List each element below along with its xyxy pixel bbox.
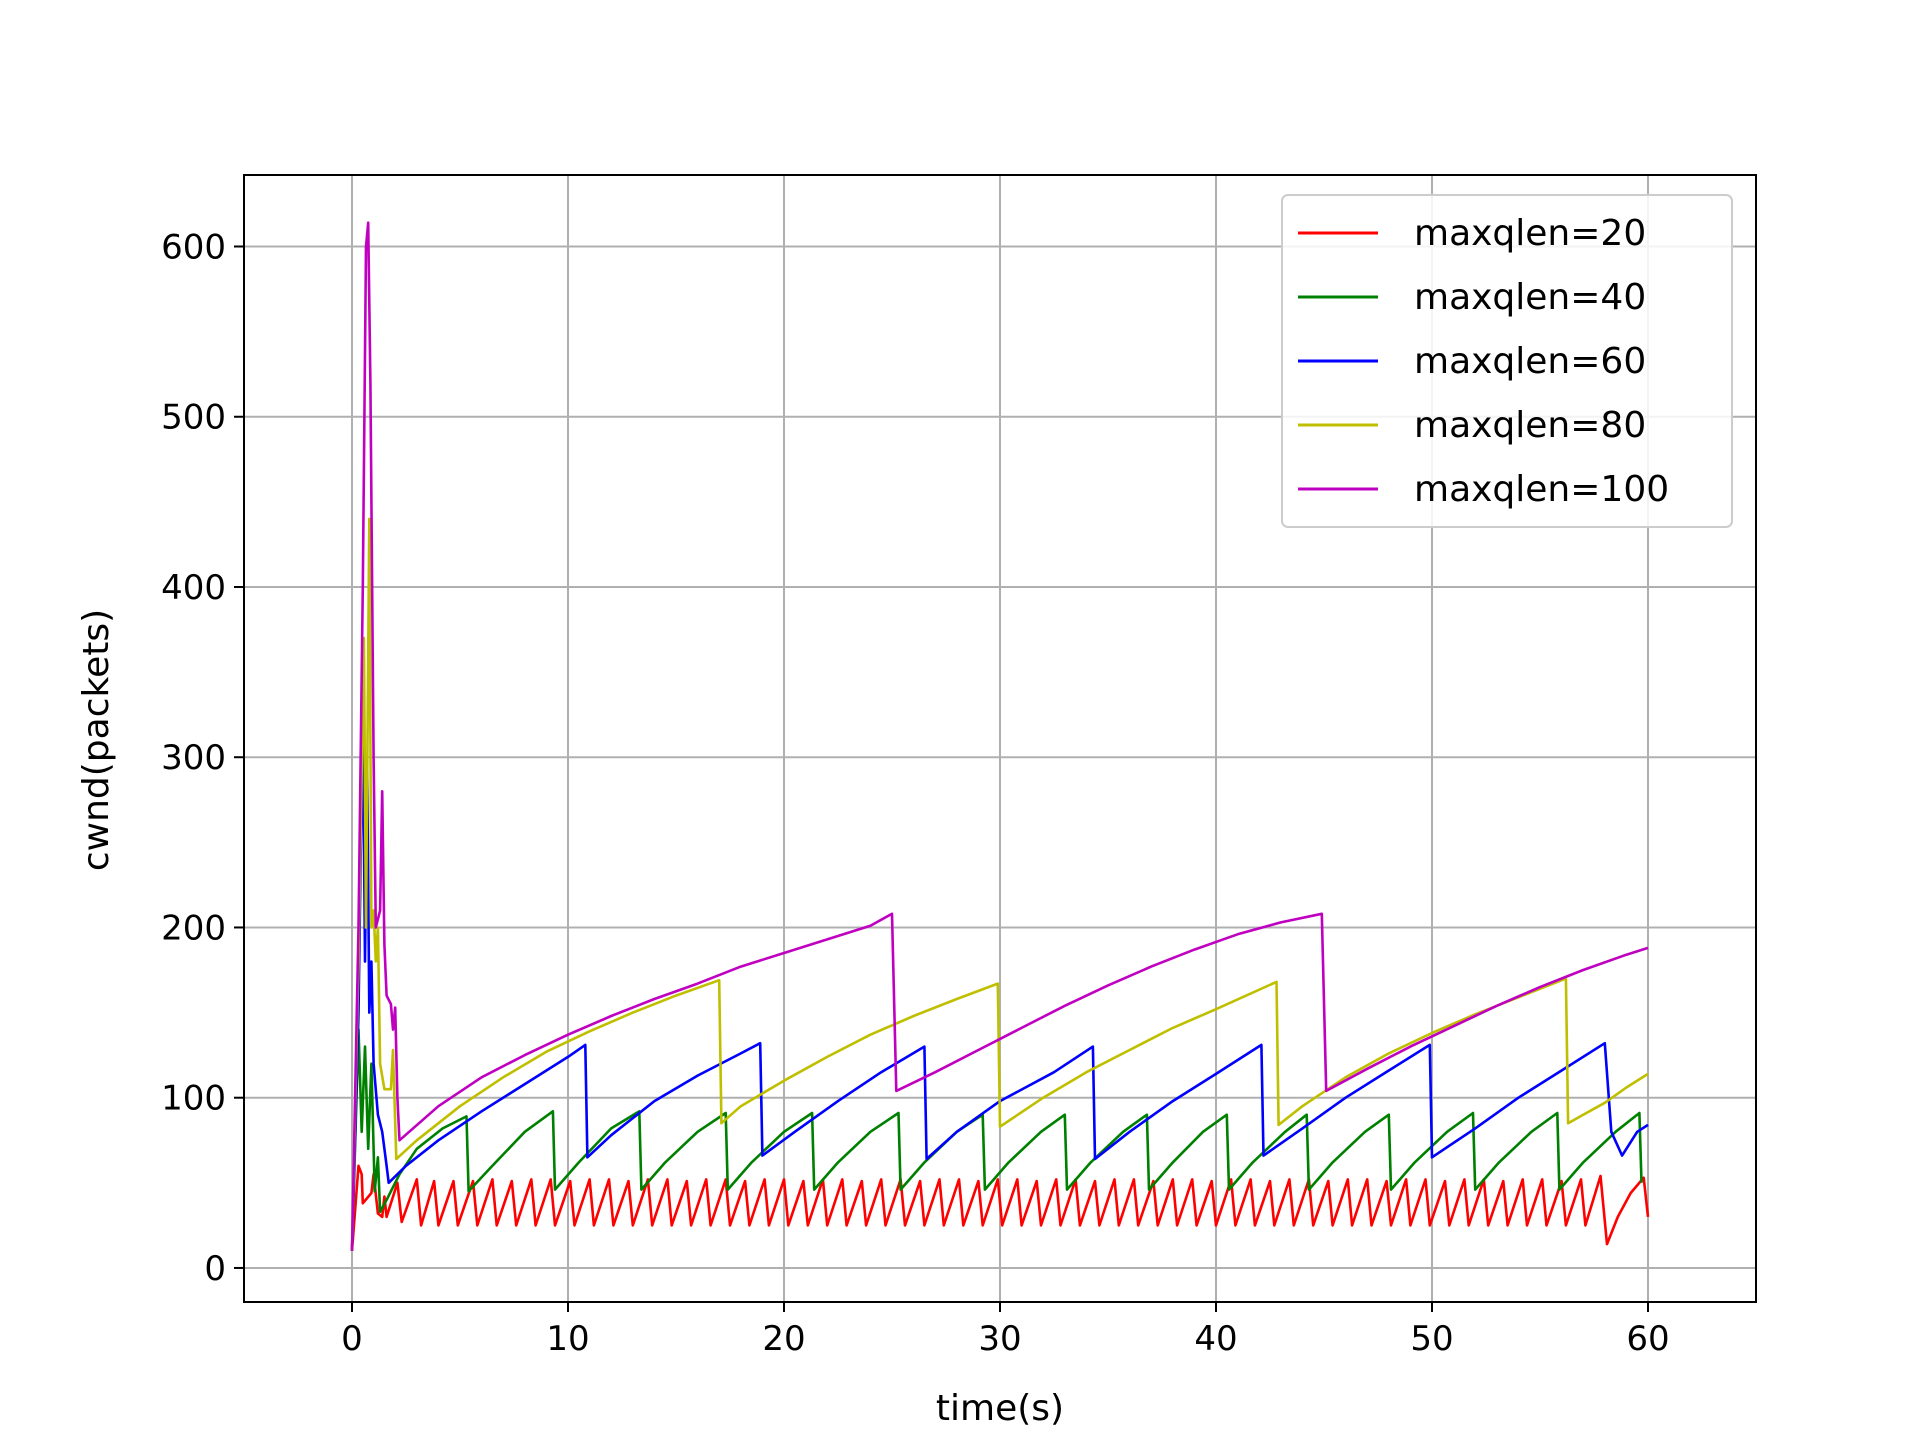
legend-label: maxqlen=60: [1414, 341, 1646, 382]
series-line-5: [350, 221, 1649, 1251]
legend-label: maxqlen=80: [1414, 405, 1646, 446]
plot-series: [350, 221, 1650, 1251]
legend-label: maxqlen=100: [1414, 469, 1669, 510]
series-line-2: [350, 1028, 1643, 1251]
x-tick-label: 0: [341, 1319, 363, 1359]
x-axis-ticks: 0 10 20 30 40 50 60: [341, 1302, 1670, 1359]
legend-label: maxqlen=40: [1414, 277, 1646, 318]
x-tick-label: 10: [546, 1319, 589, 1359]
x-tick-label: 20: [762, 1319, 805, 1359]
y-tick-label: 200: [161, 908, 226, 948]
y-axis-label: cwnd(packets): [76, 609, 117, 871]
x-tick-label: 50: [1410, 1319, 1453, 1359]
legend: maxqlen=20 maxqlen=40 maxqlen=60 maxqlen=80…: [1281, 194, 1733, 528]
legend-box: [1281, 194, 1733, 528]
x-tick-label: 60: [1626, 1319, 1669, 1359]
y-tick-label: 0: [204, 1249, 226, 1289]
y-tick-label: 400: [161, 568, 226, 608]
y-tick-label: 100: [161, 1079, 226, 1119]
x-tick-label: 30: [978, 1319, 1021, 1359]
legend-label: maxqlen=20: [1414, 213, 1646, 254]
series-line-1: [350, 1164, 1650, 1251]
series-line-4: [350, 517, 1649, 1251]
y-tick-label: 300: [161, 738, 226, 778]
series-line-3: [350, 704, 1649, 1251]
x-axis-label: time(s): [936, 1388, 1064, 1429]
x-tick-label: 40: [1194, 1319, 1237, 1359]
y-axis-ticks: 0 100 200 300 400 500 600: [161, 228, 244, 1289]
y-tick-label: 600: [161, 228, 226, 268]
y-tick-label: 500: [161, 398, 226, 438]
